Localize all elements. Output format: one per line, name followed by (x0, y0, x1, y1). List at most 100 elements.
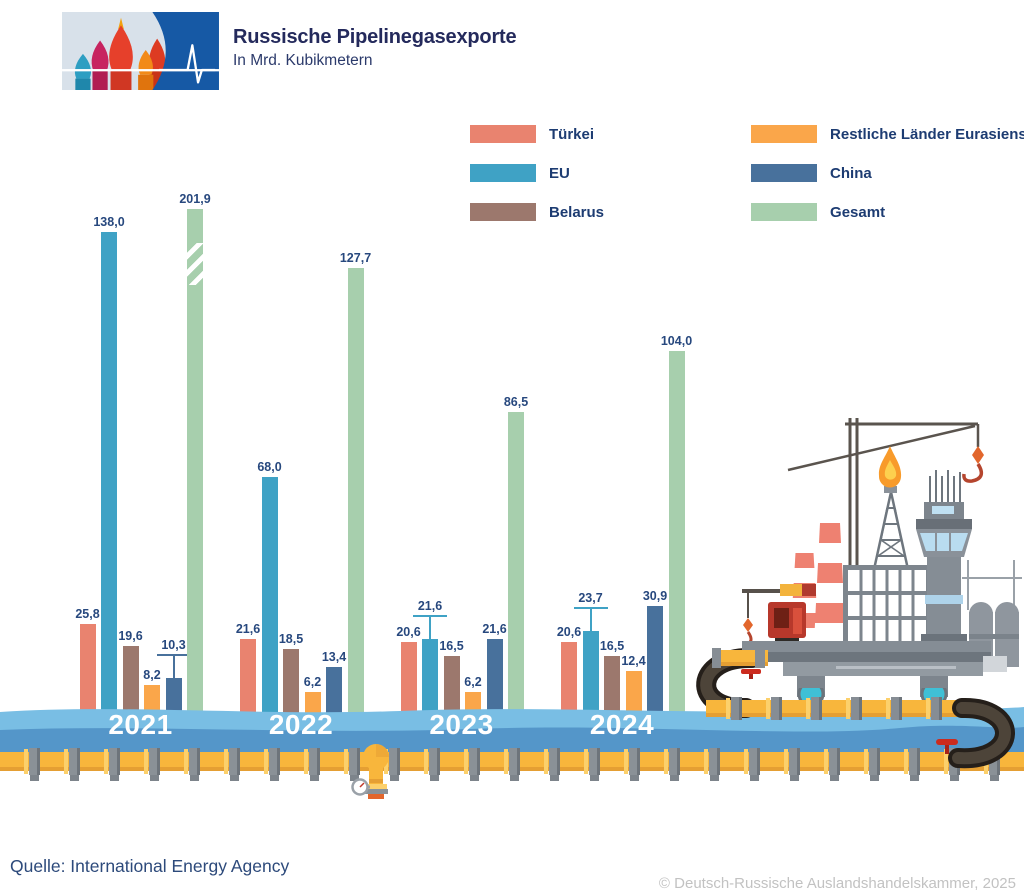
bar-gesamt-2022 (347, 268, 364, 714)
ahk-russland-logo-icon (62, 12, 219, 90)
value-label-t-rkei-2024: 20,6 (556, 625, 582, 639)
legend-item-gesamt: Gesamt (751, 203, 1024, 221)
pipe-connector (189, 748, 200, 775)
bar-eu-2021 (101, 232, 117, 714)
control-tower-icon (916, 470, 972, 644)
bar-china-2022 (326, 667, 342, 714)
pipe-connector (509, 748, 520, 775)
pipe-connector (869, 748, 880, 775)
value-label-china-2023: 21,6 (482, 622, 507, 636)
legend-item-restliche-l-nder-eurasiens: Restliche Länder Eurasiens (751, 125, 1024, 143)
label-leader-line (429, 615, 431, 639)
red-valve-icon (741, 669, 761, 674)
pipe-foot (950, 775, 959, 781)
legend: Türkei EU Belarus Restliche Länder Eurasien… (470, 125, 1024, 242)
pipe-foot (910, 775, 919, 781)
legend-item-china: China (751, 164, 1024, 182)
value-label-eu-2024: 23,7 (578, 591, 603, 605)
pipe-foot (990, 775, 999, 781)
pipe-connector (629, 748, 640, 775)
value-label-t-rkei-2022: 21,6 (235, 622, 261, 636)
label-leader-line (172, 654, 175, 678)
legend-swatch (470, 203, 536, 221)
pipe-collar (624, 749, 628, 774)
pipe-foot (590, 775, 599, 781)
legend-label: China (830, 164, 872, 182)
legend-label: Restliche Länder Eurasiens (830, 125, 1024, 143)
pipe-collar (424, 749, 428, 774)
bar-t-rkei-2023 (400, 642, 417, 714)
pipe-collar (224, 749, 228, 774)
axis-break-icon (187, 243, 203, 285)
bar-belarus-2024 (604, 656, 620, 714)
value-label-gesamt-2024: 104,0 (660, 334, 693, 348)
pipe-collar (104, 749, 108, 774)
legend-column: Restliche Länder Eurasiens China Gesamt (751, 125, 1024, 242)
pipe-connector (909, 748, 920, 775)
legend-label: Gesamt (830, 203, 886, 221)
pipe-connector (349, 748, 360, 775)
pipe-foot (350, 775, 359, 781)
upper-pipeline-icon (706, 697, 968, 720)
pipe-connector (549, 748, 560, 775)
deck-crane-icon (742, 584, 816, 647)
bar-china-2024 (647, 606, 663, 714)
value-label-china-2022: 13,4 (321, 650, 347, 664)
pipe-collar (544, 749, 548, 774)
pipe-collar (504, 749, 508, 774)
pipe-foot (270, 775, 279, 781)
title-block: Russische Pipelinegasexporte In Mrd. Kub… (233, 26, 517, 70)
pipe-foot (670, 775, 679, 781)
pipe-collar (824, 749, 828, 774)
page-subtitle: In Mrd. Kubikmetern (233, 52, 373, 69)
pipe-connector (749, 748, 760, 775)
pipe-foot (470, 775, 479, 781)
pipe-foot (630, 775, 639, 781)
legend-label: Belarus (549, 203, 605, 221)
value-label-eu-2022: 68,0 (257, 460, 282, 474)
value-label-eu-2021: 138,0 (93, 215, 125, 229)
pipe-foot (230, 775, 239, 781)
pipe-collar (704, 749, 708, 774)
label-leader-line (589, 607, 592, 631)
pipe-connector (429, 748, 440, 775)
legend-swatch (751, 125, 818, 143)
pipe-collar (744, 749, 748, 774)
pulse-line-icon (159, 44, 216, 84)
bar-china-2021 (165, 678, 182, 714)
pipe-foot (550, 775, 559, 781)
bar-eu-2022 (261, 477, 278, 714)
bar-t-rkei-2024 (561, 642, 577, 714)
bar-restliche-l-nder-eurasiens-2023 (465, 692, 481, 714)
bar-restliche-l-nder-eurasiens-2024 (625, 671, 642, 714)
pipe-collar (904, 749, 908, 774)
pipe-foot (310, 775, 319, 781)
value-label-gesamt-2022: 127,7 (339, 251, 372, 265)
legend-item-eu: EU (470, 164, 604, 182)
gas-platform-illustration (696, 418, 1022, 769)
pipe-connector (469, 748, 480, 775)
bar-restliche-l-nder-eurasiens-2021 (144, 685, 160, 714)
pipe-collar (264, 749, 268, 774)
value-label-belarus-2022: 18,5 (278, 632, 304, 646)
platform-building-icon (843, 565, 931, 645)
pipe-foot (790, 775, 799, 781)
pipe-foot (830, 775, 839, 781)
bar-gesamt-2024 (668, 351, 685, 714)
value-label-belarus-2024: 16,5 (599, 639, 625, 653)
bar-eu-2023 (422, 639, 438, 714)
pipe-foot (430, 775, 439, 781)
value-label-restliche-l-nder-eurasiens-2024: 12,4 (621, 654, 646, 668)
value-label-restliche-l-nder-eurasiens-2022: 6,2 (303, 675, 322, 689)
valve-icon (351, 744, 389, 799)
legend-column: Türkei EU Belarus (470, 125, 604, 242)
value-label-china-2024: 30,9 (642, 589, 668, 603)
value-label-restliche-l-nder-eurasiens-2023: 6,2 (464, 675, 482, 689)
source-note: Quelle: International Energy Agency (10, 855, 290, 876)
pipe-connector (29, 748, 40, 775)
pipe-collar (144, 749, 148, 774)
bar-t-rkei-2021 (79, 624, 96, 714)
flare-tower-icon (871, 446, 911, 575)
